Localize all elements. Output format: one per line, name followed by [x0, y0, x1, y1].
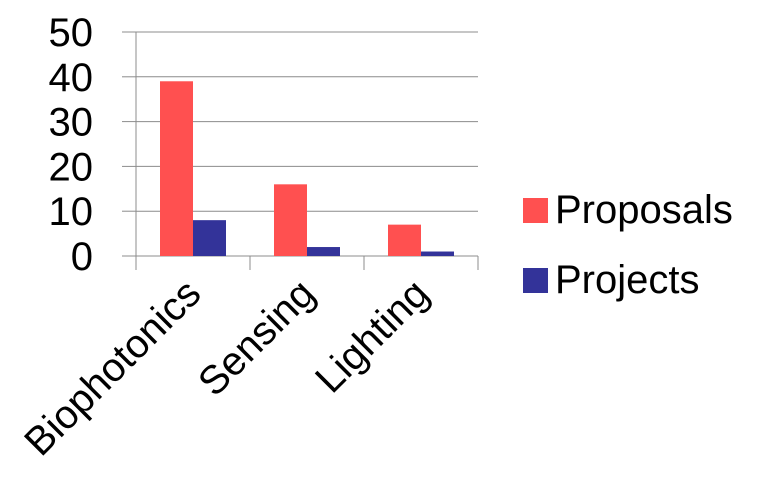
legend-item-projects: Projects [523, 256, 733, 304]
legend-swatch-proposals [523, 197, 548, 223]
x-tick-label-lighting: Lighting [307, 271, 437, 401]
y-tick-label: 20 [49, 145, 94, 189]
legend-label-proposals: Proposals [555, 188, 733, 232]
y-tick-label: 10 [49, 190, 94, 234]
bar-proposals-sensing [274, 184, 307, 256]
bar-projects-lighting [421, 251, 454, 256]
bar-proposals-lighting [388, 224, 421, 256]
y-tick-label: 0 [71, 235, 93, 279]
x-tick-label-biophotonics: Biophotonics [16, 271, 209, 464]
legend: Proposals Projects [523, 186, 733, 326]
bar-projects-biophotonics [193, 220, 226, 256]
bar-proposals-biophotonics [160, 81, 193, 256]
legend-item-proposals: Proposals [523, 186, 733, 234]
y-tick-label: 50 [49, 11, 94, 55]
y-tick-label: 40 [49, 56, 94, 100]
legend-label-projects: Projects [555, 258, 700, 302]
legend-swatch-projects [523, 267, 548, 293]
x-tick-label-sensing: Sensing [190, 271, 323, 404]
bar-projects-sensing [307, 247, 340, 256]
y-tick-label: 30 [49, 101, 94, 145]
